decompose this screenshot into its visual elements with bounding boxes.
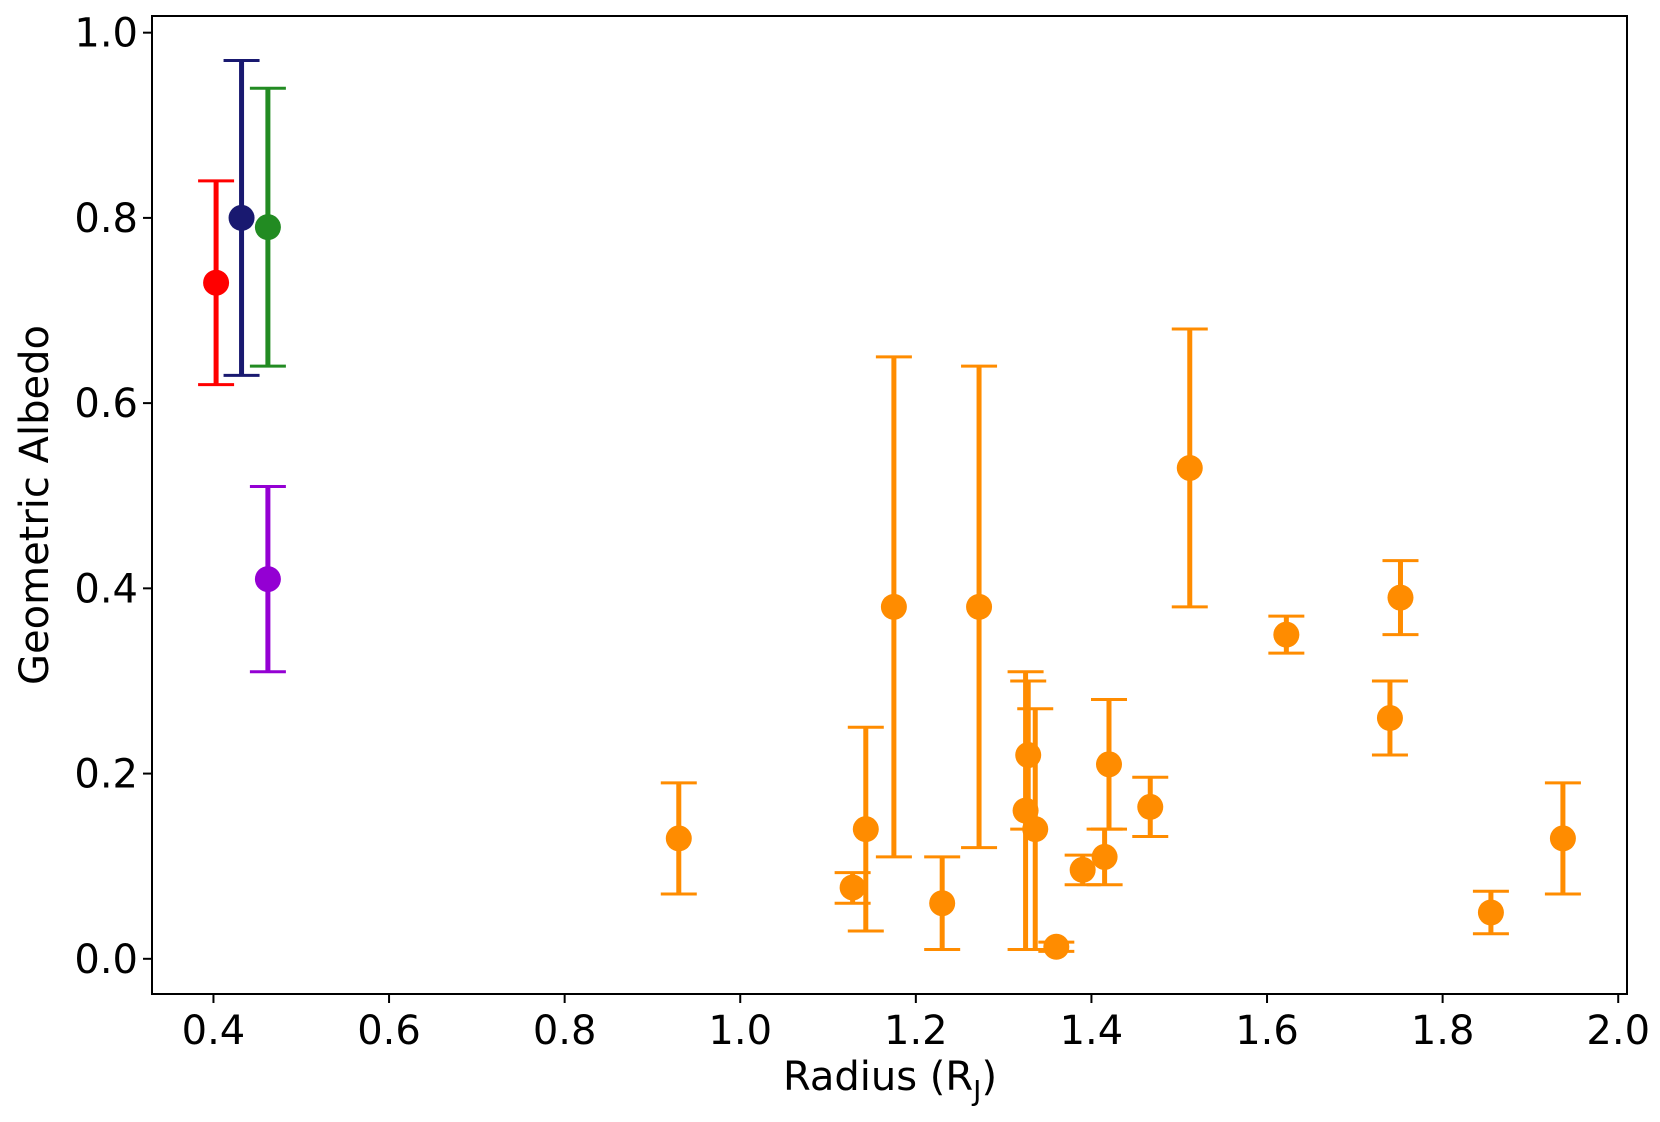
data-point: [1273, 621, 1300, 648]
y-axis: 0.0 0.2 0.4 0.6 0.8 1.0: [74, 11, 152, 983]
data-point: [966, 593, 993, 620]
x-axis: 0.4 0.6 0.8 1.0 1.2 1.4 1.6 1.8 2.0: [182, 994, 1650, 1054]
y-tick-label: 0.0: [74, 937, 138, 983]
data-point: [852, 816, 879, 843]
data-point: [1387, 584, 1414, 611]
data-point: [880, 593, 907, 620]
x-axis-label-close: ): [981, 1054, 997, 1100]
data-point: [254, 214, 281, 241]
y-tick-label: 0.6: [74, 381, 138, 427]
data-point: [1069, 856, 1096, 883]
data-point: [1091, 843, 1118, 870]
x-tick-label: 2.0: [1586, 1008, 1650, 1054]
x-axis-label-subscript: J: [971, 1074, 981, 1107]
x-tick-label: 0.8: [533, 1008, 597, 1054]
plot-area: [151, 15, 1628, 995]
data-point: [1477, 899, 1504, 926]
x-tick-label: 0.6: [357, 1008, 421, 1054]
data-point: [1015, 742, 1042, 769]
x-tick-label: 1.6: [1235, 1008, 1299, 1054]
data-point: [665, 825, 692, 852]
data-point: [839, 874, 866, 901]
data-points: [203, 204, 1576, 960]
y-tick-label: 1.0: [74, 11, 138, 57]
y-tick-label: 0.2: [74, 752, 138, 798]
x-tick-label: 1.0: [708, 1008, 772, 1054]
data-point: [929, 890, 956, 917]
data-point: [1549, 825, 1576, 852]
x-tick-label: 0.4: [182, 1008, 246, 1054]
data-point: [1137, 793, 1164, 820]
data-point: [203, 269, 230, 296]
data-point: [1043, 933, 1070, 960]
y-axis-label: Geometric Albedo: [12, 325, 58, 685]
data-point: [1176, 454, 1203, 481]
x-tick-label: 1.8: [1411, 1008, 1475, 1054]
x-axis-label: Radius (RJ): [783, 1054, 997, 1107]
x-tick-label: 1.2: [884, 1008, 948, 1054]
data-point: [1022, 816, 1049, 843]
data-point: [1376, 705, 1403, 732]
data-point: [228, 204, 255, 231]
data-point: [1095, 751, 1122, 778]
data-point: [254, 566, 281, 593]
y-tick-label: 0.4: [74, 566, 138, 612]
y-tick-label: 0.8: [74, 196, 138, 242]
x-tick-label: 1.4: [1060, 1008, 1124, 1054]
